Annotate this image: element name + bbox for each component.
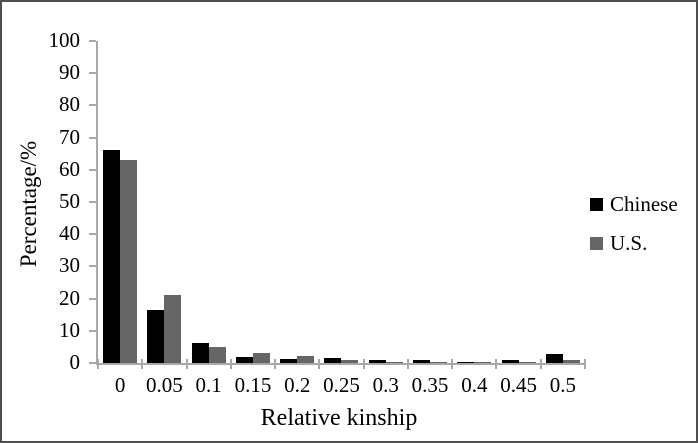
legend-label: Chinese xyxy=(610,192,678,216)
legend-swatch-icon xyxy=(590,237,603,250)
bar-chinese-0.45 xyxy=(501,360,519,363)
y-tick-50 xyxy=(89,201,96,203)
y-tick-label-70: 70 xyxy=(59,124,80,149)
bar-chinese-0.4 xyxy=(457,362,475,363)
y-tick-70 xyxy=(89,136,96,139)
x-axis-title: Relative kinship xyxy=(260,405,418,431)
bar-group-0.1 xyxy=(187,41,231,363)
y-tick-40 xyxy=(89,233,96,236)
bar-group-0.2 xyxy=(275,41,319,363)
bar-us-0.4 xyxy=(474,362,492,363)
y-tick-10 xyxy=(89,329,96,332)
bar-group-0.5 xyxy=(541,41,585,363)
bar-us-0.15 xyxy=(252,352,270,363)
bar-chinese-0.3 xyxy=(368,359,386,363)
y-tick-label-0: 0 xyxy=(69,350,81,374)
y-tick-label-80: 80 xyxy=(59,92,80,117)
x-tick-9 xyxy=(495,359,498,369)
bar-chinese-0.1 xyxy=(191,343,209,363)
bar-group-0.45 xyxy=(496,41,540,363)
y-tick-label-100: 100 xyxy=(48,28,81,52)
legend-item-us: U.S. xyxy=(590,231,678,256)
x-tick-label-0.45: 0.45 xyxy=(500,373,537,397)
bar-group-0.4 xyxy=(452,41,496,363)
x-tick-5 xyxy=(318,359,321,369)
bar-group-0.25 xyxy=(319,41,363,363)
y-axis-title: Percentage/% xyxy=(16,140,41,268)
y-tick-90 xyxy=(89,72,96,75)
x-tick-label-0.4: 0.4 xyxy=(461,373,488,397)
bar-chinese-0.2 xyxy=(280,358,298,363)
bar-chinese-0.15 xyxy=(235,357,253,363)
bar-us-0.5 xyxy=(562,360,580,363)
x-tick-2 xyxy=(185,359,188,369)
bar-us-0.2 xyxy=(297,355,315,363)
x-tick-label-0.1: 0.1 xyxy=(195,373,222,397)
y-tick-label-10: 10 xyxy=(59,317,80,342)
legend-item-chinese: Chinese xyxy=(590,192,678,217)
bar-chinese-0.35 xyxy=(412,359,430,363)
x-tick-label-0.15: 0.15 xyxy=(234,373,272,397)
y-tick-label-20: 20 xyxy=(59,285,80,310)
bar-us-0.1 xyxy=(208,346,226,363)
bar-group-0.35 xyxy=(408,41,452,363)
legend: Chinese U.S. xyxy=(590,192,678,256)
y-tick-label-50: 50 xyxy=(59,189,80,213)
bar-group-0 xyxy=(98,41,142,363)
bar-us-0.35 xyxy=(429,362,447,363)
y-tick-80 xyxy=(89,104,96,107)
bar-us-0.45 xyxy=(518,361,536,363)
y-tick-30 xyxy=(89,265,96,268)
plot-area xyxy=(96,41,585,365)
y-tick-label-60: 60 xyxy=(59,156,80,181)
x-tick-8 xyxy=(451,359,454,369)
x-tick-7 xyxy=(406,359,409,369)
x-tick-3 xyxy=(229,359,232,369)
x-tick-label-0.5: 0.5 xyxy=(549,373,576,397)
bar-group-0.05 xyxy=(142,41,186,363)
y-tick-60 xyxy=(89,168,96,171)
legend-label: U.S. xyxy=(610,231,648,255)
bar-chinese-0.05 xyxy=(147,309,165,363)
x-tick-label-0.25: 0.25 xyxy=(323,373,360,397)
bar-us-0.3 xyxy=(385,361,403,363)
x-tick-label-0.2: 0.2 xyxy=(284,373,311,397)
x-tick-4 xyxy=(274,359,277,369)
legend-swatch-icon xyxy=(590,198,603,211)
bar-chinese-0 xyxy=(103,150,121,363)
y-tick-20 xyxy=(89,297,96,300)
bar-us-0.05 xyxy=(164,295,182,363)
bar-group-0.3 xyxy=(364,41,408,363)
y-tick-100 xyxy=(89,40,96,42)
bar-us-0 xyxy=(120,160,138,363)
x-tick-label-0.3: 0.3 xyxy=(372,373,399,397)
x-tick-label-0.35: 0.35 xyxy=(411,373,449,397)
y-tick-label-40: 40 xyxy=(59,221,80,246)
x-tick-1 xyxy=(141,359,144,369)
bar-chinese-0.5 xyxy=(545,354,563,363)
bar-group-0.15 xyxy=(231,41,275,363)
y-tick-0 xyxy=(89,362,96,364)
x-tick-0 xyxy=(97,359,99,369)
x-tick-label-0: 0 xyxy=(114,373,126,397)
x-tick-10 xyxy=(539,359,542,369)
bar-chinese-0.25 xyxy=(324,357,342,363)
x-tick-6 xyxy=(362,359,365,369)
x-tick-label-0.05: 0.05 xyxy=(146,373,183,397)
x-tick-11 xyxy=(584,359,586,369)
y-tick-label-30: 30 xyxy=(59,253,80,278)
y-tick-label-90: 90 xyxy=(59,60,80,85)
bar-us-0.25 xyxy=(341,360,359,363)
